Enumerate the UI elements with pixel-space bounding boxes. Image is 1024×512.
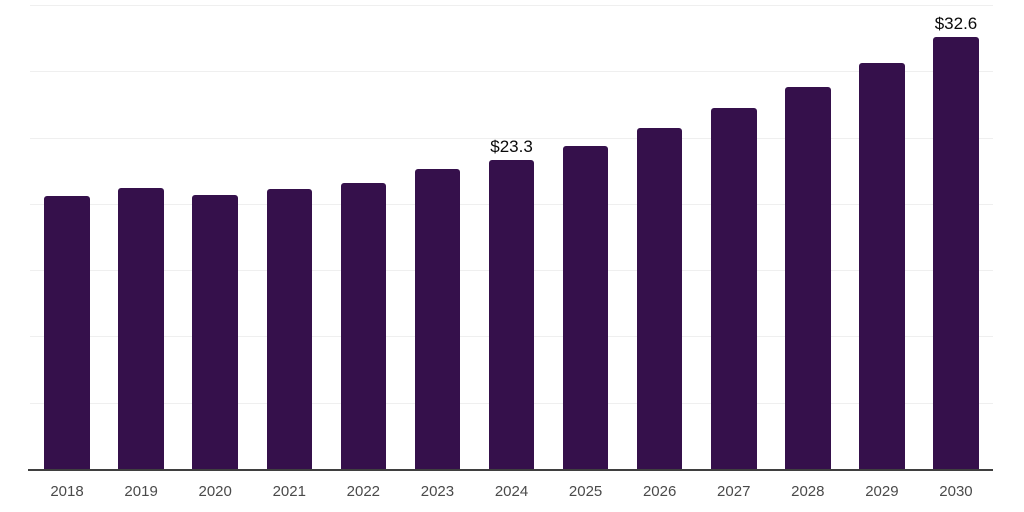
bar-2026 (636, 128, 683, 469)
bar-2019 (118, 187, 164, 469)
x-tick-label-2019: 2019 (124, 483, 158, 500)
x-tick-label-2022: 2022 (346, 483, 381, 500)
x-tick-label-2020: 2020 (198, 483, 232, 500)
x-tick-label-2027: 2027 (717, 483, 751, 500)
bar-slot-2021 (252, 5, 326, 469)
bar-slot-2018 (30, 5, 104, 469)
x-axis-tick-labels: 2018 2019 2020 2021 2022 2023 2024 2025 2026 2027… (30, 482, 993, 504)
x-tick-label-2030: 2030 (939, 483, 973, 500)
bar-slot-2023 (400, 5, 474, 469)
x-tick-label-2023: 2023 (420, 483, 455, 500)
bar-2020 (192, 194, 238, 469)
gridline-y-25 (30, 137, 993, 139)
bar-2030 (933, 36, 979, 469)
bars-row: $23.3 $32.6 (30, 5, 993, 469)
gridline-y-35 (30, 5, 993, 6)
bar-2024 (488, 160, 535, 469)
bar-2022 (340, 182, 387, 469)
x-tick-label-2025: 2025 (568, 483, 603, 500)
bar-2027 (710, 108, 757, 469)
x-tick-label-2026: 2026 (642, 483, 677, 500)
bar-value-label-2024: $23.3 (490, 137, 533, 157)
x-tick-label-2021: 2021 (272, 483, 306, 500)
bar-2028 (785, 87, 831, 469)
bar-2025 (562, 145, 609, 469)
bar-value-label-2030: $32.6 (934, 13, 978, 33)
bar-slot-2030: $32.6 (919, 5, 993, 469)
bar-slot-2028 (771, 5, 845, 469)
bar-2023 (414, 169, 461, 469)
bar-2021 (266, 189, 313, 469)
x-tick-label-2028: 2028 (791, 483, 825, 500)
bar-slot-2029 (845, 5, 919, 469)
bar-2018 (44, 195, 90, 469)
plot-area: $23.3 $32.6 (30, 5, 993, 469)
bar-slot-2019 (104, 5, 178, 469)
bar-slot-2027 (697, 5, 771, 469)
bar-slot-2025 (549, 5, 623, 469)
x-axis-line (28, 469, 993, 471)
bar-slot-2026 (623, 5, 697, 469)
bar-2029 (859, 63, 905, 469)
x-tick-label-2029: 2029 (865, 483, 899, 500)
bar-slot-2024: $23.3 (474, 5, 548, 469)
gridline-y-30 (30, 71, 993, 73)
bar-slot-2022 (326, 5, 400, 469)
x-tick-label-2018: 2018 (50, 483, 84, 500)
x-tick-label-2024: 2024 (494, 483, 529, 500)
bar-slot-2020 (178, 5, 252, 469)
